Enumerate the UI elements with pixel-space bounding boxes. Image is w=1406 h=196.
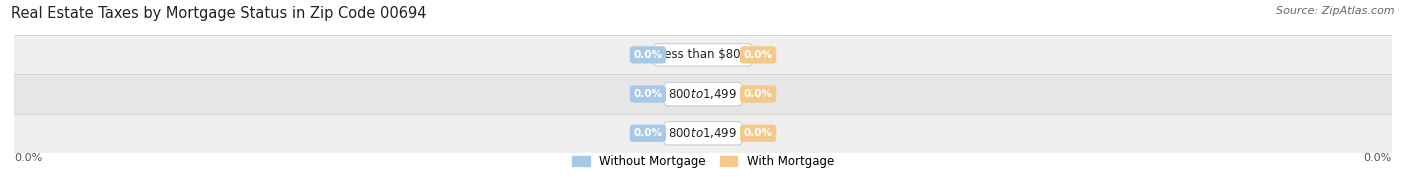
Text: Source: ZipAtlas.com: Source: ZipAtlas.com: [1277, 6, 1395, 16]
Text: 0.0%: 0.0%: [633, 128, 662, 138]
Text: Less than $800: Less than $800: [658, 48, 748, 61]
Bar: [14, 74, 1392, 114]
Text: 0.0%: 0.0%: [633, 89, 662, 99]
Text: $800 to $1,499: $800 to $1,499: [668, 87, 738, 101]
Bar: [14, 114, 1392, 153]
Text: 0.0%: 0.0%: [744, 128, 773, 138]
Text: $800 to $1,499: $800 to $1,499: [668, 126, 738, 140]
Legend: Without Mortgage, With Mortgage: Without Mortgage, With Mortgage: [572, 155, 834, 168]
Bar: [14, 35, 1392, 74]
Text: 0.0%: 0.0%: [744, 89, 773, 99]
Text: 0.0%: 0.0%: [14, 153, 42, 163]
Text: 0.0%: 0.0%: [633, 50, 662, 60]
Text: Real Estate Taxes by Mortgage Status in Zip Code 00694: Real Estate Taxes by Mortgage Status in …: [11, 6, 427, 21]
Text: 0.0%: 0.0%: [744, 50, 773, 60]
Text: 0.0%: 0.0%: [1364, 153, 1392, 163]
